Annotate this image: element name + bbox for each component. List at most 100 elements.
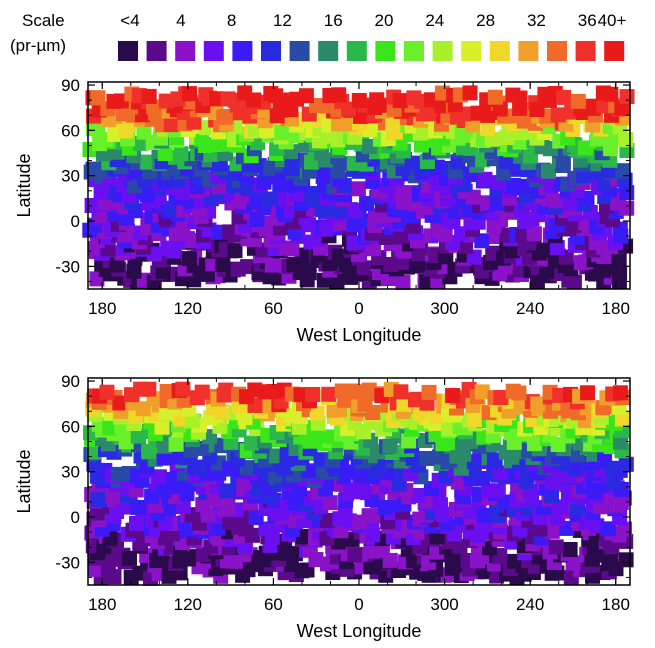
- data-cell: [512, 90, 528, 106]
- data-cell: [108, 488, 124, 504]
- legend-title-line2: (pr-µm): [10, 36, 66, 55]
- data-cell: [181, 251, 197, 267]
- data-cell: [489, 195, 505, 211]
- data-cell: [393, 384, 409, 400]
- data-cell: [603, 86, 619, 102]
- data-cell: [90, 90, 106, 106]
- legend-label: 4: [176, 11, 185, 30]
- data-cell: [401, 433, 417, 449]
- data-cell: [309, 405, 325, 421]
- legend-swatch: [346, 41, 367, 61]
- data-cell: [445, 388, 461, 403]
- data-cell: [284, 241, 300, 257]
- data-cell: [159, 384, 175, 399]
- data-cell: [332, 248, 348, 264]
- data-cell: [612, 385, 628, 401]
- data-cell: [566, 217, 582, 233]
- y-tick-label: 90: [61, 372, 80, 391]
- y-tick-label: 60: [61, 121, 80, 140]
- data-cell: [109, 257, 125, 273]
- data-cell: [385, 117, 401, 133]
- data-cell: [258, 521, 274, 537]
- data-cell: [477, 171, 493, 187]
- x-tick-label: 0: [354, 595, 363, 614]
- data-cell: [613, 434, 629, 450]
- x-axis-title-top: West Longitude: [297, 325, 422, 345]
- data-cell: [298, 88, 314, 104]
- data-cell: [136, 124, 152, 140]
- data-cell: [227, 243, 243, 259]
- data-cell: [487, 89, 503, 105]
- data-cell: [549, 240, 565, 256]
- data-cell: [240, 259, 256, 275]
- legend-swatch: [432, 41, 453, 61]
- data-cell: [511, 385, 527, 401]
- data-cell: [118, 434, 134, 450]
- data-cell: [350, 181, 366, 197]
- legend-swatch: [604, 41, 625, 61]
- data-cell: [151, 469, 167, 485]
- data-cell: [274, 125, 290, 141]
- data-cell: [532, 521, 548, 537]
- data-cell: [357, 397, 373, 412]
- data-cell: [541, 163, 556, 179]
- data-cell: [604, 460, 620, 476]
- legend-swatch: [146, 41, 167, 61]
- legend-labels: <4 4 8 12 16 20 24 28 32 36 40+: [120, 11, 626, 30]
- data-cell: [156, 483, 171, 499]
- legend-label: 24: [425, 11, 444, 30]
- data-cell: [441, 435, 457, 451]
- data-cell: [90, 492, 106, 508]
- data-cell: [330, 132, 346, 148]
- data-cell: [348, 384, 364, 400]
- legend-swatch: [232, 41, 253, 61]
- data-cell: [195, 497, 211, 513]
- data-cell: [246, 92, 262, 108]
- data-cell: [194, 384, 210, 400]
- data-cell: [546, 475, 562, 490]
- y-tick-label: 0: [71, 212, 80, 231]
- data-cell: [566, 274, 582, 290]
- data-cell: [437, 227, 453, 243]
- data-cell: [434, 85, 450, 101]
- data-cell: [577, 140, 593, 156]
- data-cell: [126, 263, 142, 279]
- data-cell: [173, 146, 189, 162]
- y-axis-title-bottom: Latitude: [14, 449, 34, 513]
- data-cell: [194, 131, 210, 147]
- y-tick-label: -30: [55, 553, 80, 572]
- data-cell: [600, 521, 616, 537]
- data-cell: [550, 107, 566, 123]
- data-cell: [441, 421, 457, 437]
- data-cell: [526, 226, 542, 242]
- data-cell: [346, 235, 362, 251]
- data-cell: [174, 184, 190, 200]
- legend-title-line1: Scale: [22, 11, 65, 30]
- data-cell: [293, 387, 309, 403]
- data-cell: [184, 413, 200, 429]
- data-cell: [619, 89, 635, 105]
- data-cell: [396, 396, 412, 412]
- data-cell: [246, 194, 262, 210]
- data-cell: [155, 264, 171, 279]
- x-tick-label: 0: [354, 299, 363, 318]
- legend-label: <4: [120, 11, 139, 30]
- data-cell: [366, 241, 382, 257]
- data-cell: [122, 550, 137, 566]
- data-cell: [537, 242, 553, 258]
- data-cell: [218, 109, 234, 124]
- data-cell: [496, 165, 512, 181]
- data-cell: [474, 384, 490, 400]
- data-cell: [85, 161, 101, 177]
- x-tick-label: 120: [174, 595, 202, 614]
- data-cell: [274, 92, 290, 108]
- data-cell: [157, 146, 173, 161]
- legend-swatch: [175, 41, 196, 61]
- data-cell: [214, 404, 230, 420]
- data-cell: [453, 460, 469, 476]
- x-tick-label: 180: [602, 595, 630, 614]
- data-cell: [347, 547, 363, 563]
- x-tick-label: 180: [602, 299, 630, 318]
